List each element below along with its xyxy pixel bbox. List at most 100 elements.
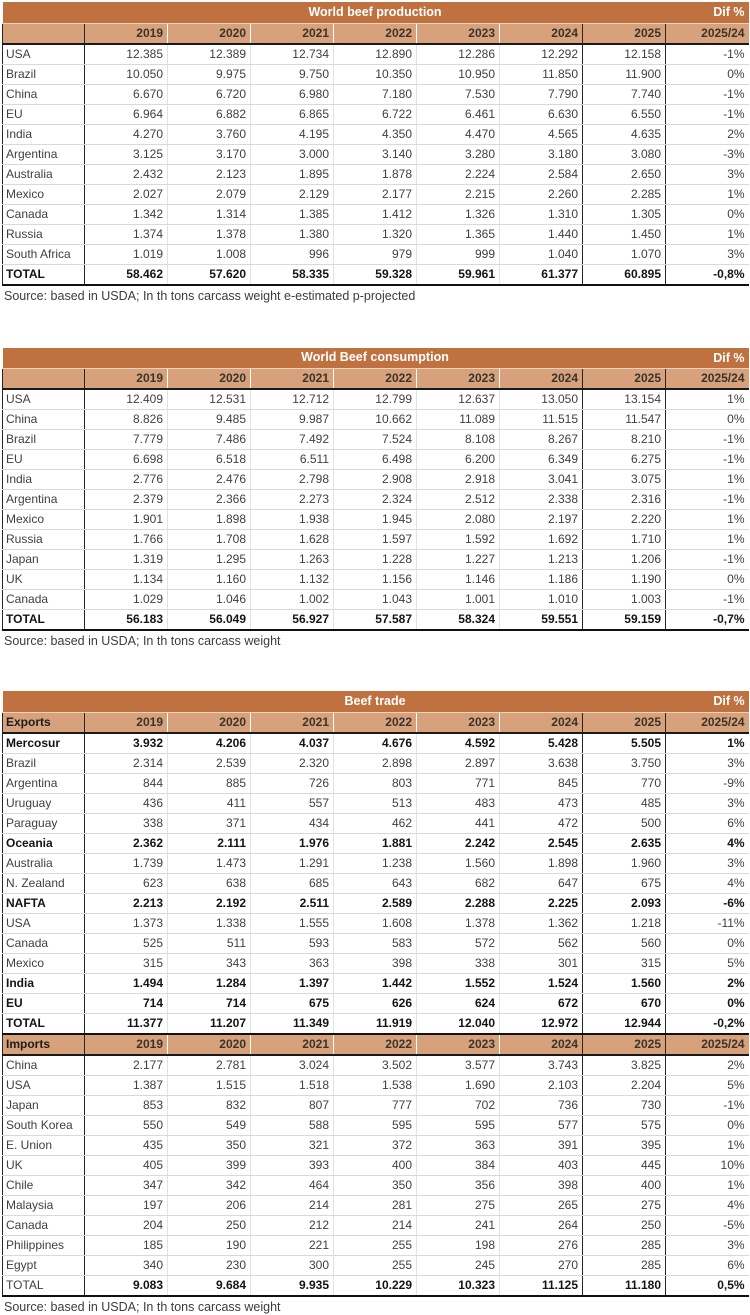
value-cell: 996 — [250, 244, 334, 265]
value-cell: 1.628 — [250, 529, 334, 550]
table-row: Mexico 2.027 2.079 2.129 2.177 2.215 2.260 2.28… — [2, 184, 749, 205]
row-label: Canada — [2, 933, 85, 954]
table-row: Mexico 315 343 363 398 338 301 315 5% — [2, 953, 749, 974]
value-cell: 572 — [416, 933, 500, 954]
value-cell: 399 — [167, 1155, 251, 1176]
value-cell: 2.379 — [84, 489, 168, 510]
value-cell: 1.029 — [84, 589, 168, 610]
value-cell: 6.518 — [167, 449, 251, 470]
value-cell: 1.373 — [84, 913, 168, 934]
row-label: N. Zealand — [2, 873, 85, 894]
value-cell: 11.377 — [84, 1012, 168, 1035]
dif-cell: 0% — [664, 64, 749, 85]
value-cell: 3.502 — [333, 1054, 417, 1076]
value-cell: 2.288 — [416, 892, 500, 914]
column-header-year: 2019 — [84, 23, 168, 45]
value-cell: 1.132 — [250, 569, 334, 590]
value-cell: 2.225 — [499, 892, 583, 914]
value-cell: 4.350 — [333, 124, 417, 145]
value-cell: 2.338 — [499, 489, 583, 510]
row-label: NAFTA — [2, 892, 85, 914]
table-row: China 8.826 9.485 9.987 10.662 11.089 11.515 11… — [2, 409, 749, 430]
spacer — [2, 649, 748, 691]
value-cell: 3.125 — [84, 144, 168, 165]
dif-cell: 0% — [664, 992, 749, 1014]
value-cell: 315 — [84, 953, 168, 974]
dif-cell: -9% — [664, 773, 749, 794]
value-cell: 7.779 — [84, 429, 168, 450]
row-label: Canada — [2, 204, 85, 225]
table-row: TOTAL 58.462 57.620 58.335 59.328 59.961 61.37… — [2, 263, 749, 286]
value-cell: 6.200 — [416, 449, 500, 470]
value-cell: 56.049 — [167, 609, 251, 631]
row-label: USA — [2, 389, 85, 410]
value-cell: 2.079 — [167, 184, 251, 205]
row-label: USA — [2, 913, 85, 934]
value-cell: 6.275 — [582, 449, 666, 470]
spacer — [2, 304, 748, 348]
row-label: India — [2, 124, 85, 145]
section-label: Exports — [2, 712, 85, 734]
column-header-year: 2021 — [250, 368, 334, 390]
table-row: Canada 1.342 1.314 1.385 1.412 1.326 1.310 1.30… — [2, 204, 749, 225]
dif-cell: -1% — [665, 549, 749, 570]
dif-cell: -0,7% — [665, 609, 749, 631]
row-label: Philippines — [2, 1235, 85, 1256]
row-label: EU — [2, 992, 85, 1014]
value-cell: 1.146 — [416, 569, 500, 590]
value-cell: 434 — [250, 813, 334, 834]
value-cell: 2.511 — [250, 892, 334, 914]
value-cell: 1.380 — [250, 224, 334, 245]
value-cell: 2.204 — [582, 1075, 666, 1096]
value-cell: 12.409 — [84, 389, 168, 410]
value-cell: 285 — [582, 1235, 666, 1256]
value-cell: 3.932 — [84, 732, 168, 754]
value-cell: 7.790 — [499, 84, 583, 105]
value-cell: 1.046 — [167, 589, 251, 610]
value-cell: 685 — [250, 873, 334, 894]
value-cell: 4.635 — [582, 124, 666, 145]
value-cell: 575 — [582, 1115, 666, 1136]
table-title-bar: World Beef consumption Dif % — [2, 347, 749, 369]
value-cell: 1.295 — [167, 549, 251, 570]
value-cell: 771 — [416, 773, 500, 794]
value-cell: 301 — [499, 953, 583, 974]
value-cell: 1.560 — [582, 972, 666, 994]
value-cell: 275 — [582, 1195, 666, 1216]
dif-cell: 1% — [664, 224, 749, 245]
row-label: China — [2, 409, 85, 430]
dif-cell: 0,5% — [664, 1274, 749, 1297]
table-row: Argentina 2.379 2.366 2.273 2.324 2.512 2.338 2… — [2, 489, 749, 510]
consumption-table-block: World Beef consumption Dif % 2019 2020 2021 2… — [2, 347, 749, 650]
value-cell: 803 — [333, 773, 417, 794]
value-cell: 1.442 — [333, 972, 417, 994]
data-table: World Beef consumption Dif % 2019 2020 2021 2… — [2, 347, 749, 632]
row-label: Japan — [2, 1095, 85, 1116]
value-cell: 1.326 — [416, 204, 500, 225]
row-label: Paraguay — [2, 813, 85, 834]
value-cell: 1.228 — [333, 549, 417, 570]
value-cell: 7.740 — [582, 84, 666, 105]
value-cell: 845 — [499, 773, 583, 794]
value-cell: 1.156 — [333, 569, 417, 590]
value-cell: 395 — [582, 1135, 666, 1156]
value-cell: 736 — [499, 1095, 583, 1116]
row-label: Mercosur — [2, 732, 85, 754]
dif-cell: 3% — [664, 853, 749, 874]
value-cell: 1.739 — [84, 853, 168, 874]
table-row: Australia 1.739 1.473 1.291 1.238 1.560 1.898 1… — [2, 853, 749, 874]
table-row: EU 714 714 675 626 624 672 670 0% — [2, 992, 749, 1014]
table-row: Argentina 3.125 3.170 3.000 3.140 3.280 3.180 3… — [2, 144, 749, 165]
value-cell: 190 — [167, 1235, 251, 1256]
value-cell: 12.799 — [333, 389, 417, 410]
row-label: EU — [2, 449, 85, 470]
value-cell: 1.494 — [84, 972, 168, 994]
dif-cell: 1% — [665, 529, 749, 550]
value-cell: 10.350 — [333, 64, 417, 85]
value-cell: 6.980 — [250, 84, 334, 105]
value-cell: 2.285 — [582, 184, 666, 205]
column-header-year: 2024 — [499, 712, 583, 734]
table-row: Russia 1.766 1.708 1.628 1.597 1.592 1.692 1.71… — [2, 529, 749, 550]
value-cell: 6.498 — [333, 449, 417, 470]
value-cell: 2.589 — [333, 892, 417, 914]
